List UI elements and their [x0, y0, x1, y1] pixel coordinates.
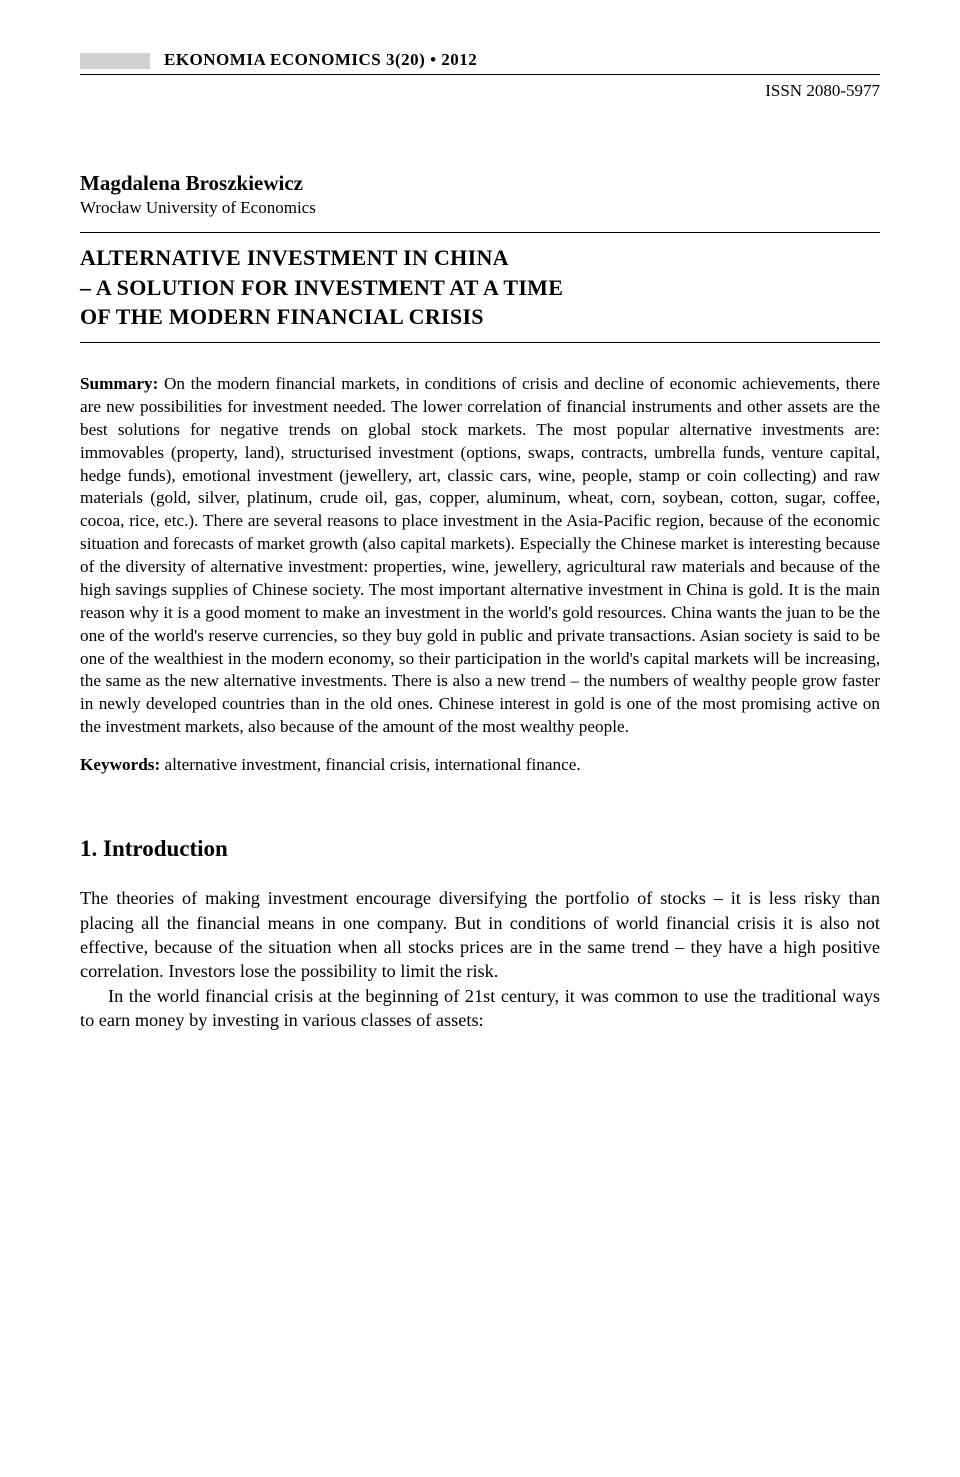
title-rule-bottom	[80, 342, 880, 343]
title-line-2: – A SOLUTION FOR INVESTMENT AT A TIME	[80, 275, 563, 300]
summary-block: Summary: On the modern financial markets…	[80, 373, 880, 739]
intro-paragraph-1: The theories of making investment encour…	[80, 886, 880, 983]
keywords-label: Keywords:	[80, 755, 160, 774]
paper-title: ALTERNATIVE INVESTMENT IN CHINA – A SOLU…	[80, 243, 880, 332]
issn-line: ISSN 2080-5977	[80, 81, 880, 101]
title-rule-top	[80, 232, 880, 233]
summary-text: On the modern financial markets, in cond…	[80, 374, 880, 736]
header-bar: EKONOMIA ECONOMICS 3(20) • 2012	[80, 50, 880, 70]
author-name: Magdalena Broszkiewicz	[80, 171, 880, 196]
page-marker-box	[80, 53, 150, 69]
summary-label: Summary:	[80, 374, 158, 393]
title-line-3: OF THE MODERN FINANCIAL CRISIS	[80, 304, 484, 329]
author-affiliation: Wrocław University of Economics	[80, 198, 880, 218]
keywords-text: alternative investment, financial crisis…	[160, 755, 580, 774]
section-heading-introduction: 1. Introduction	[80, 836, 880, 862]
keywords-block: Keywords: alternative investment, financ…	[80, 753, 880, 776]
header-rule	[80, 74, 880, 75]
title-line-1: ALTERNATIVE INVESTMENT IN CHINA	[80, 245, 509, 270]
journal-title: EKONOMIA ECONOMICS 3(20) • 2012	[164, 50, 477, 70]
intro-paragraph-2: In the world financial crisis at the beg…	[80, 984, 880, 1033]
